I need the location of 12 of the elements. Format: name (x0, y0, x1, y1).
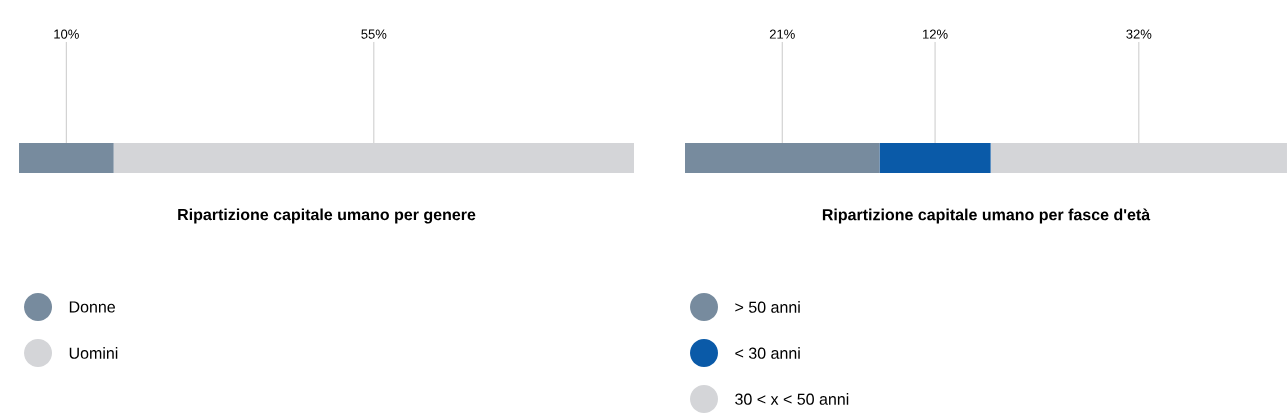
legend-label: < 30 anni (735, 347, 800, 359)
data-label: 12% (923, 29, 948, 39)
legend-label: > 50 anni (735, 301, 800, 313)
legend-label: Uomini (69, 347, 118, 359)
legend-label: Donne (69, 301, 115, 313)
data-label: 21% (769, 29, 795, 39)
data-label: 10% (54, 29, 79, 39)
text: Ripartizione capitale umano per fasce d'età (822, 208, 1151, 224)
text: Ripartizione capitale umano per genere (178, 208, 476, 224)
legend-label: 30 < x < 50 anni (735, 393, 849, 405)
data-label: 32% (1126, 29, 1152, 39)
data-label: 55% (361, 29, 387, 39)
